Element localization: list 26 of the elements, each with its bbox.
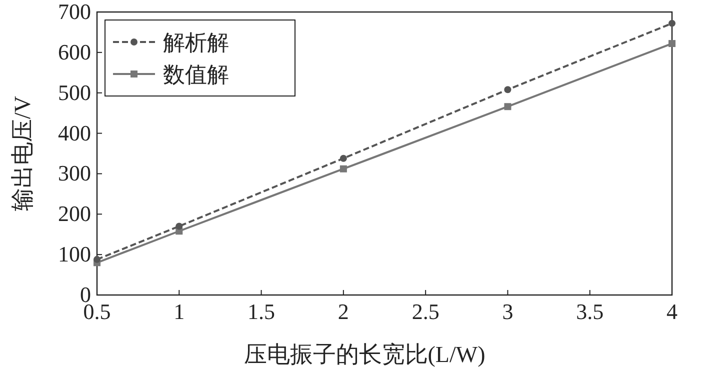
x-tick-label: 2.5 bbox=[412, 299, 440, 324]
y-tick-label: 100 bbox=[58, 242, 91, 267]
point bbox=[176, 222, 183, 230]
x-tick-label: 1.5 bbox=[248, 299, 276, 324]
y-tick-label: 600 bbox=[58, 39, 91, 64]
y-tick-label: 200 bbox=[58, 201, 91, 226]
legend-label: 数值解 bbox=[163, 62, 229, 87]
y-tick-label: 400 bbox=[58, 120, 91, 146]
point bbox=[504, 103, 512, 110]
x-tick-label: 2 bbox=[338, 299, 349, 324]
y-tick-label: 500 bbox=[58, 80, 91, 105]
point bbox=[340, 165, 347, 172]
y-axis-title: 输出电压/V bbox=[10, 96, 35, 211]
legend-label: 解析解 bbox=[163, 30, 229, 55]
point bbox=[340, 154, 347, 162]
point bbox=[94, 256, 100, 263]
point bbox=[504, 86, 512, 94]
point bbox=[668, 20, 676, 27]
x-tick-label: 3 bbox=[502, 299, 514, 324]
x-tick-label: 1 bbox=[174, 299, 185, 324]
y-tick-label: 300 bbox=[58, 160, 91, 186]
x-tick-label: 3.5 bbox=[576, 299, 604, 324]
y-tick-label: 700 bbox=[58, 0, 91, 24]
x-axis-title: 压电振子的长宽比(L/W) bbox=[244, 342, 486, 367]
x-tick-label: 4 bbox=[666, 299, 678, 324]
point bbox=[668, 40, 676, 48]
